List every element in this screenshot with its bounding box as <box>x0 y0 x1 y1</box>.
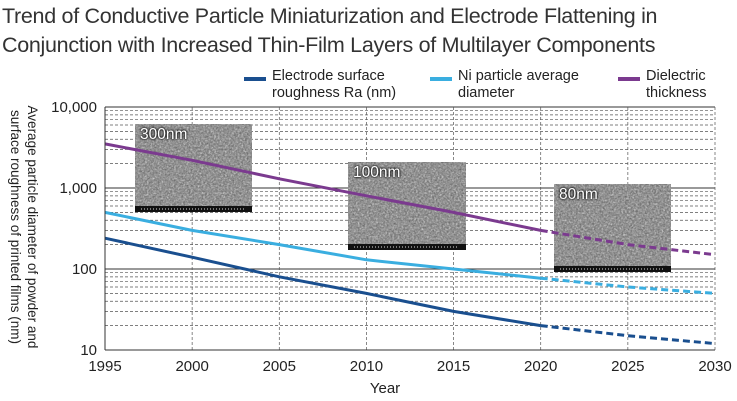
y-tick-label: 10 <box>80 342 97 359</box>
micrograph-scalebar-band <box>554 266 671 272</box>
y-tick-label: 1,000 <box>59 180 97 197</box>
x-tick-label: 2015 <box>437 358 470 375</box>
chart-title: Trend of Conductive Particle Miniaturiza… <box>2 2 737 60</box>
y-tick-label: 10,000 <box>51 99 97 116</box>
series-line-dielectric <box>104 142 542 232</box>
chart-title-line-1: Trend of Conductive Particle Miniaturiza… <box>2 4 658 28</box>
x-tick-label: 2005 <box>263 358 296 375</box>
x-tick-label: 2020 <box>524 358 557 375</box>
chart-title-line-2: Conjunction with Increased Thin-Film Lay… <box>2 33 656 57</box>
legend-swatch-ni <box>430 77 452 81</box>
legend-label-electrode: Electrode surface roughness Ra (nm) <box>272 68 397 101</box>
micrograph-scalebar-band <box>135 206 252 212</box>
micrograph-texture <box>554 184 671 272</box>
x-tick-label: 1995 <box>88 358 121 375</box>
micrograph-label: 80nm <box>559 186 598 203</box>
micrograph-scalebar-band <box>348 244 466 250</box>
series-lines <box>104 142 716 346</box>
legend-swatch-dielectric <box>618 77 640 81</box>
micrograph-label: 300nm <box>140 126 188 143</box>
y-tick-label: 100 <box>72 261 97 278</box>
legend-label-dielectric: Dielectric thickness <box>646 68 707 101</box>
x-axis-label: Year <box>369 380 401 397</box>
series-forecast-electrode <box>540 324 716 346</box>
x-tick-label: 2030 <box>698 358 731 375</box>
series-line-ni <box>104 210 541 280</box>
series-forecast-ni <box>540 276 716 295</box>
micrograph-texture <box>348 162 466 250</box>
x-tick-label: 2000 <box>175 358 208 375</box>
legend-label-ni: Ni particle average diameter <box>458 68 579 101</box>
micrograph <box>348 162 466 250</box>
series-line-electrode <box>104 236 541 328</box>
legend-swatch-electrode <box>244 77 266 81</box>
micrographs <box>135 124 671 272</box>
micrograph <box>554 184 671 272</box>
micrograph-label: 100nm <box>353 164 401 181</box>
x-tick-label: 2010 <box>350 358 383 375</box>
x-tick-label: 2025 <box>611 358 644 375</box>
series-forecast-dielectric <box>540 228 716 257</box>
